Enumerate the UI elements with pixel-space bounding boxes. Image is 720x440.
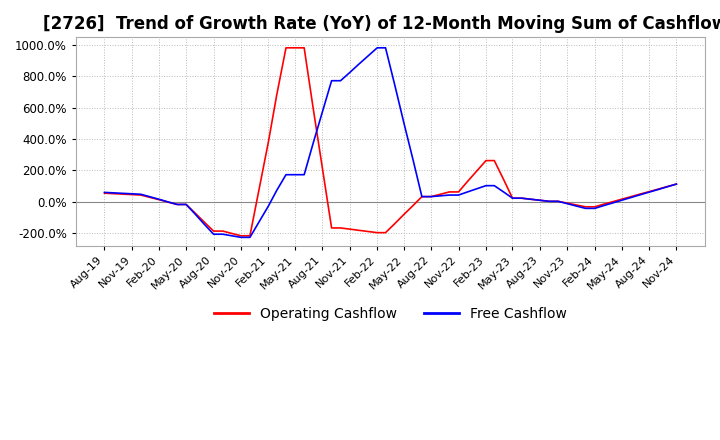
Legend: Operating Cashflow, Free Cashflow: Operating Cashflow, Free Cashflow bbox=[208, 301, 572, 326]
Title: [2726]  Trend of Growth Rate (YoY) of 12-Month Moving Sum of Cashflows: [2726] Trend of Growth Rate (YoY) of 12-… bbox=[43, 15, 720, 33]
Line: Free Cashflow: Free Cashflow bbox=[104, 48, 676, 237]
Line: Operating Cashflow: Operating Cashflow bbox=[104, 48, 676, 236]
